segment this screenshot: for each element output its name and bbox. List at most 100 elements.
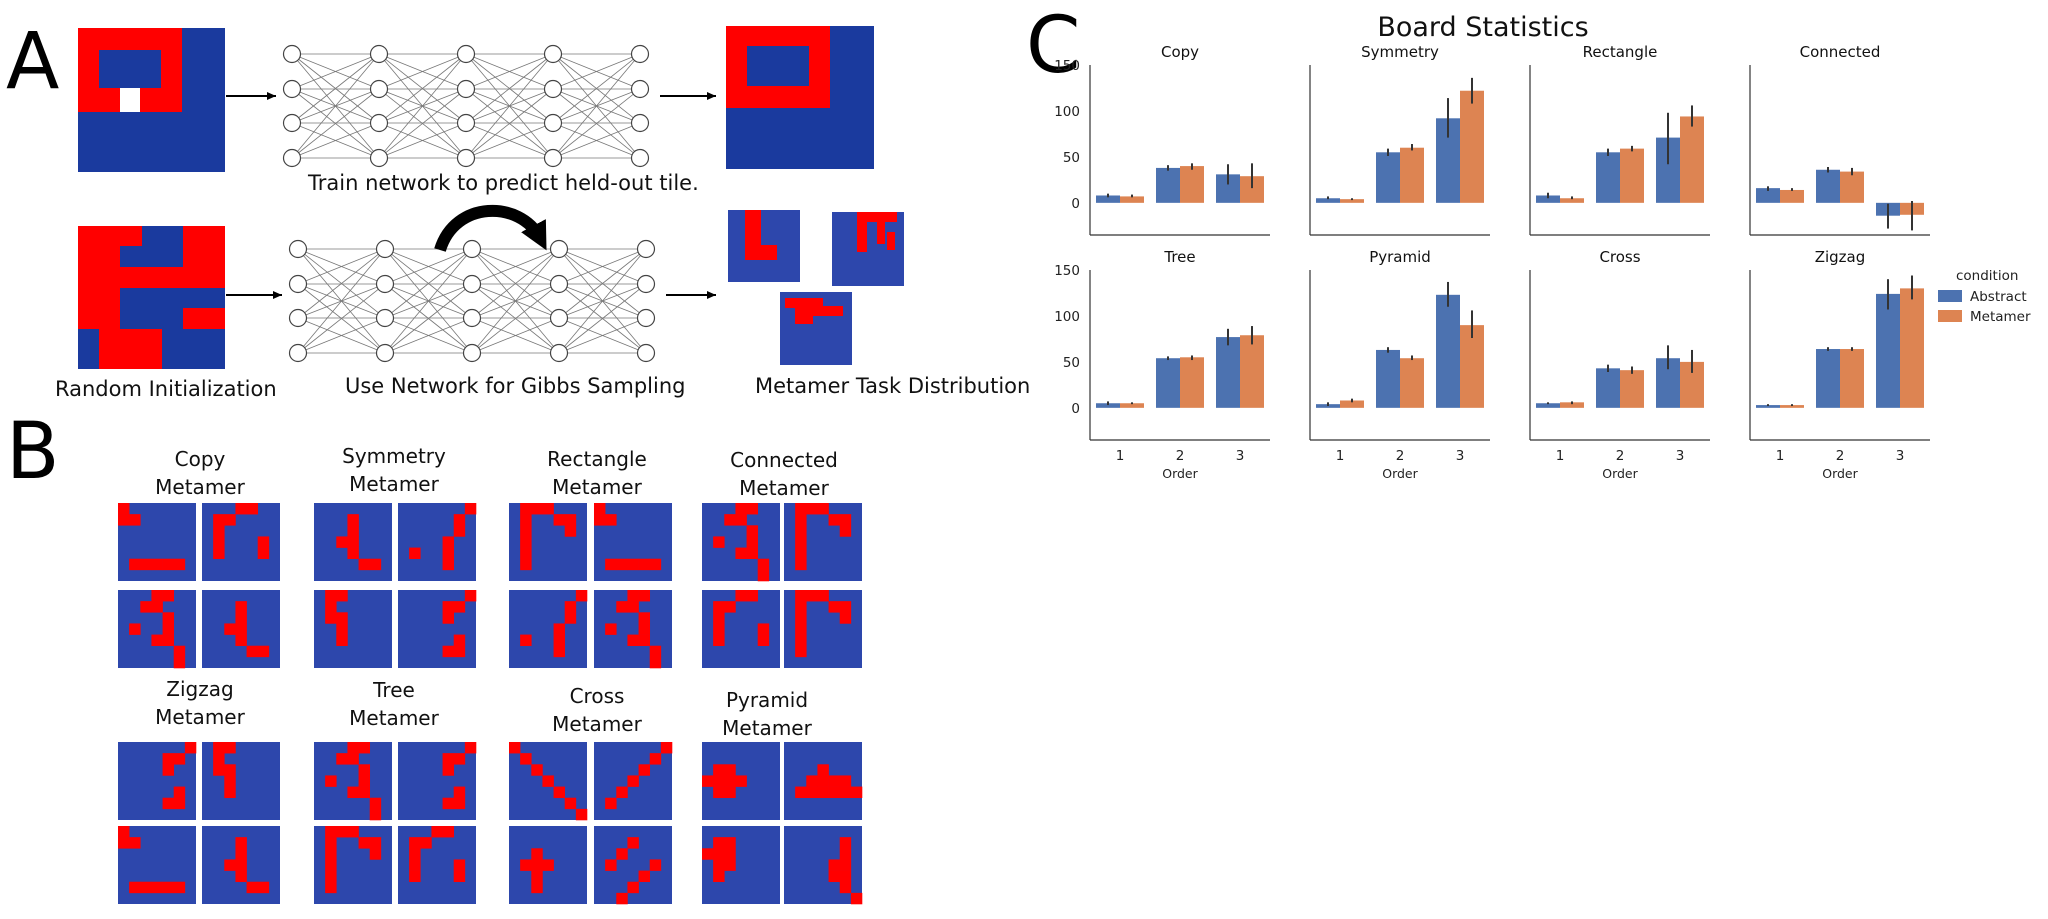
red-tile (224, 859, 236, 871)
y-tick-label: 50 (1063, 150, 1080, 166)
caption-random-init: Random Initialization (55, 377, 277, 401)
red-tile (235, 623, 247, 635)
net-node (369, 79, 389, 99)
red-tile (746, 590, 759, 602)
red-tile (616, 558, 628, 571)
red-tile (713, 870, 725, 883)
red-tile (162, 881, 175, 894)
red-tile (235, 634, 247, 647)
red-tile (118, 826, 130, 838)
net-node (375, 274, 395, 294)
bar-metamer (1680, 116, 1704, 203)
red-tile (442, 558, 455, 571)
net-connection (558, 248, 647, 319)
net-connection (384, 317, 473, 354)
red-tile (713, 623, 725, 635)
red-tile (235, 503, 247, 515)
red-tile (257, 881, 270, 894)
red-tile (336, 826, 348, 838)
red-tile (757, 569, 770, 582)
red-tile (173, 656, 186, 669)
bar-metamer (1120, 196, 1144, 203)
metamer-board (702, 503, 780, 582)
bar-metamer (1240, 335, 1264, 408)
red-tile (347, 786, 359, 799)
net-node (636, 343, 656, 363)
red-tile (336, 623, 348, 635)
red-tile (724, 837, 736, 849)
red-tile (235, 601, 247, 613)
y-tick-label: 100 (1054, 309, 1080, 325)
net-connection (558, 317, 647, 354)
red-tile (151, 634, 163, 647)
red-tile (162, 590, 175, 602)
red-tile (795, 634, 807, 647)
red-tile (575, 590, 588, 602)
bar-metamer (1840, 349, 1864, 408)
bar-abstract (1096, 403, 1120, 408)
red-tile (224, 742, 236, 754)
red-tile (806, 590, 818, 602)
red-tile (464, 742, 477, 754)
red-tile (594, 503, 606, 515)
metamer-board (784, 826, 863, 905)
net-node (630, 44, 650, 64)
group-title-connected: Connected (730, 448, 838, 472)
red-tile (627, 634, 639, 647)
red-tile (713, 775, 725, 787)
red-tile (213, 742, 225, 754)
red-tile (795, 786, 807, 799)
red-tile (828, 870, 841, 883)
red-tile (129, 881, 141, 894)
net-node (636, 308, 656, 328)
red-tile (358, 775, 371, 787)
bar-abstract (1096, 195, 1120, 203)
group-subtitle-cross: Metamer (552, 712, 642, 736)
red-tile (409, 837, 421, 849)
metamer-board (702, 742, 780, 820)
y-tick-label: 100 (1054, 104, 1080, 120)
red-tile (553, 514, 566, 526)
red-tile (795, 514, 807, 526)
red-tile (151, 601, 163, 613)
net-connection (465, 53, 554, 90)
bar-metamer (1340, 400, 1364, 408)
red-tile (409, 859, 421, 871)
net-node (549, 239, 569, 259)
net-connection (465, 88, 554, 159)
red-tile (757, 634, 770, 647)
red-tile (520, 634, 532, 647)
red-tile (246, 881, 259, 894)
red-tile (151, 590, 163, 602)
metamer-board (594, 742, 673, 820)
bar-abstract (1536, 195, 1560, 203)
net-connection (384, 248, 473, 319)
net-node (282, 113, 302, 133)
red-tile (817, 590, 829, 602)
red-tile (839, 786, 852, 799)
subplot-copy: Copy 0 50 100 150 (1054, 43, 1270, 236)
net-node (282, 44, 302, 64)
metamer-board (118, 503, 196, 581)
bar-abstract (1596, 368, 1620, 408)
x-tick-label: 3 (1896, 448, 1905, 464)
net-connection (291, 53, 380, 124)
net-node (282, 148, 302, 168)
red-tile (347, 742, 359, 754)
net-connection (378, 53, 467, 124)
red-tile (795, 601, 807, 613)
red-tile (213, 536, 225, 548)
y-tick-label: 150 (1054, 263, 1080, 279)
bar-abstract (1816, 349, 1840, 408)
red-tile (213, 525, 225, 537)
red-tile (151, 558, 163, 571)
bar-metamer (1180, 166, 1204, 203)
red-tile (806, 775, 818, 787)
red-tile (520, 525, 532, 537)
red-tile (638, 623, 651, 635)
output-board-completed (726, 26, 874, 169)
red-tile (713, 837, 725, 849)
red-tile (605, 558, 617, 571)
red-tile (724, 786, 736, 799)
bar-abstract (1316, 198, 1340, 203)
